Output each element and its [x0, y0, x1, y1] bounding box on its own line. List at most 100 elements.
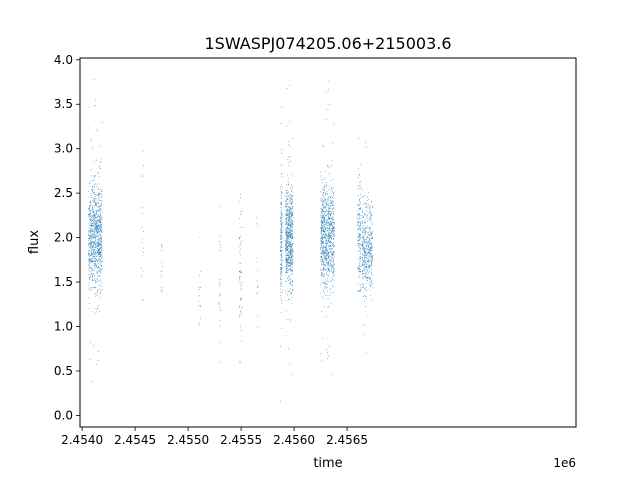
data-point: [363, 244, 365, 246]
data-point: [332, 265, 334, 266]
data-point: [288, 216, 290, 217]
data-point: [363, 264, 365, 266]
data-point: [285, 190, 287, 191]
data-point: [322, 220, 324, 222]
data-point: [320, 171, 322, 173]
data-point: [366, 256, 367, 258]
data-point: [291, 194, 293, 196]
data-point: [92, 231, 93, 232]
data-point: [333, 209, 335, 211]
data-point: [324, 249, 326, 251]
data-point: [279, 235, 281, 237]
data-point: [321, 228, 322, 229]
data-point: [291, 208, 293, 210]
data-point: [328, 217, 330, 219]
data-point: [361, 215, 363, 217]
data-point: [333, 268, 335, 269]
data-point: [280, 237, 282, 239]
data-point: [89, 303, 90, 304]
data-point: [91, 211, 93, 212]
data-point: [288, 228, 290, 230]
data-point: [98, 232, 100, 234]
data-point: [101, 122, 103, 123]
data-point: [93, 234, 95, 235]
data-point: [369, 213, 370, 214]
data-point: [280, 250, 282, 252]
data-point: [328, 239, 330, 241]
data-point: [143, 165, 144, 166]
data-point: [327, 197, 329, 199]
data-point: [94, 175, 96, 177]
data-point: [285, 212, 287, 214]
data-point: [367, 253, 368, 255]
data-point: [360, 222, 362, 224]
data-point: [367, 251, 369, 253]
data-point: [96, 308, 98, 310]
data-point: [326, 248, 327, 249]
data-point: [90, 228, 92, 230]
data-point: [365, 252, 367, 254]
data-point: [290, 284, 291, 285]
data-point: [325, 283, 327, 285]
data-point: [327, 263, 329, 265]
data-point: [327, 258, 329, 260]
data-point: [362, 228, 364, 230]
data-point: [90, 234, 92, 235]
data-point: [368, 265, 370, 267]
data-point: [321, 227, 323, 229]
data-point: [366, 241, 368, 243]
data-point: [366, 269, 367, 271]
data-point: [325, 257, 327, 259]
data-point: [98, 236, 100, 238]
data-point: [327, 257, 329, 258]
data-point: [93, 225, 95, 227]
data-point: [326, 250, 328, 252]
data-point: [367, 231, 369, 233]
data-point: [94, 234, 96, 236]
data-point: [357, 268, 359, 270]
data-point: [239, 361, 241, 363]
data-point: [289, 201, 291, 202]
data-point: [325, 233, 326, 235]
data-point: [371, 255, 373, 256]
data-point: [280, 239, 281, 240]
data-point: [290, 198, 292, 199]
data-point: [100, 240, 102, 242]
data-point: [95, 260, 96, 262]
data-point: [281, 236, 283, 238]
data-point: [327, 222, 329, 224]
data-point: [95, 262, 96, 264]
data-point: [101, 246, 103, 248]
data-point: [285, 200, 287, 202]
data-point: [321, 246, 323, 248]
data-point: [93, 258, 95, 260]
data-point: [361, 257, 363, 258]
data-point: [333, 280, 334, 281]
data-point: [326, 191, 328, 192]
data-point: [90, 244, 92, 246]
data-point: [288, 269, 289, 271]
data-point: [330, 231, 332, 233]
data-point: [282, 215, 283, 217]
data-point: [325, 206, 326, 207]
data-point: [89, 275, 91, 276]
data-point: [321, 229, 323, 231]
data-point: [287, 218, 289, 220]
data-point: [200, 287, 201, 288]
data-point: [291, 270, 293, 271]
data-point: [101, 216, 103, 218]
data-point: [99, 291, 101, 293]
data-point: [89, 106, 90, 108]
data-point: [98, 172, 100, 174]
data-point: [329, 273, 331, 275]
data-point: [89, 205, 91, 207]
data-point: [89, 185, 91, 187]
data-point: [333, 193, 334, 194]
data-point: [292, 187, 294, 189]
data-point: [333, 232, 334, 234]
data-point: [362, 244, 363, 246]
data-point: [367, 280, 369, 281]
data-point: [101, 247, 103, 249]
data-point: [325, 283, 327, 285]
data-point: [333, 207, 334, 209]
